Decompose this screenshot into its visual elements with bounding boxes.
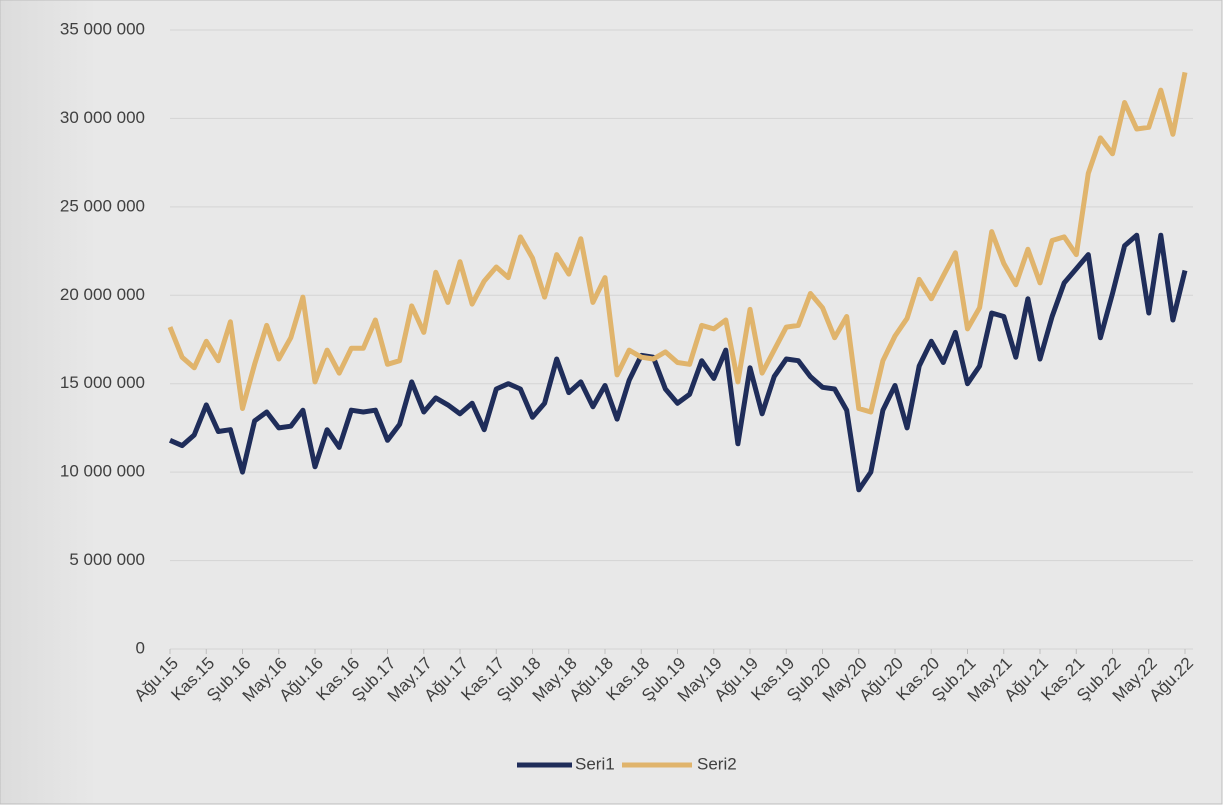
y-tick-label: 5 000 000 <box>69 550 145 569</box>
y-tick-label: 0 <box>136 638 145 657</box>
y-tick-label: 35 000 000 <box>60 19 145 38</box>
legend-label: Seri1 <box>575 754 615 773</box>
series-line <box>167 71 1188 415</box>
y-tick-label: 15 000 000 <box>60 373 145 392</box>
y-tick-label: 10 000 000 <box>60 462 145 481</box>
y-tick-label: 20 000 000 <box>60 285 145 304</box>
y-tick-label: 25 000 000 <box>60 196 145 215</box>
legend-label: Seri2 <box>697 754 737 773</box>
y-tick-label: 30 000 000 <box>60 108 145 127</box>
series-line <box>168 232 1188 493</box>
